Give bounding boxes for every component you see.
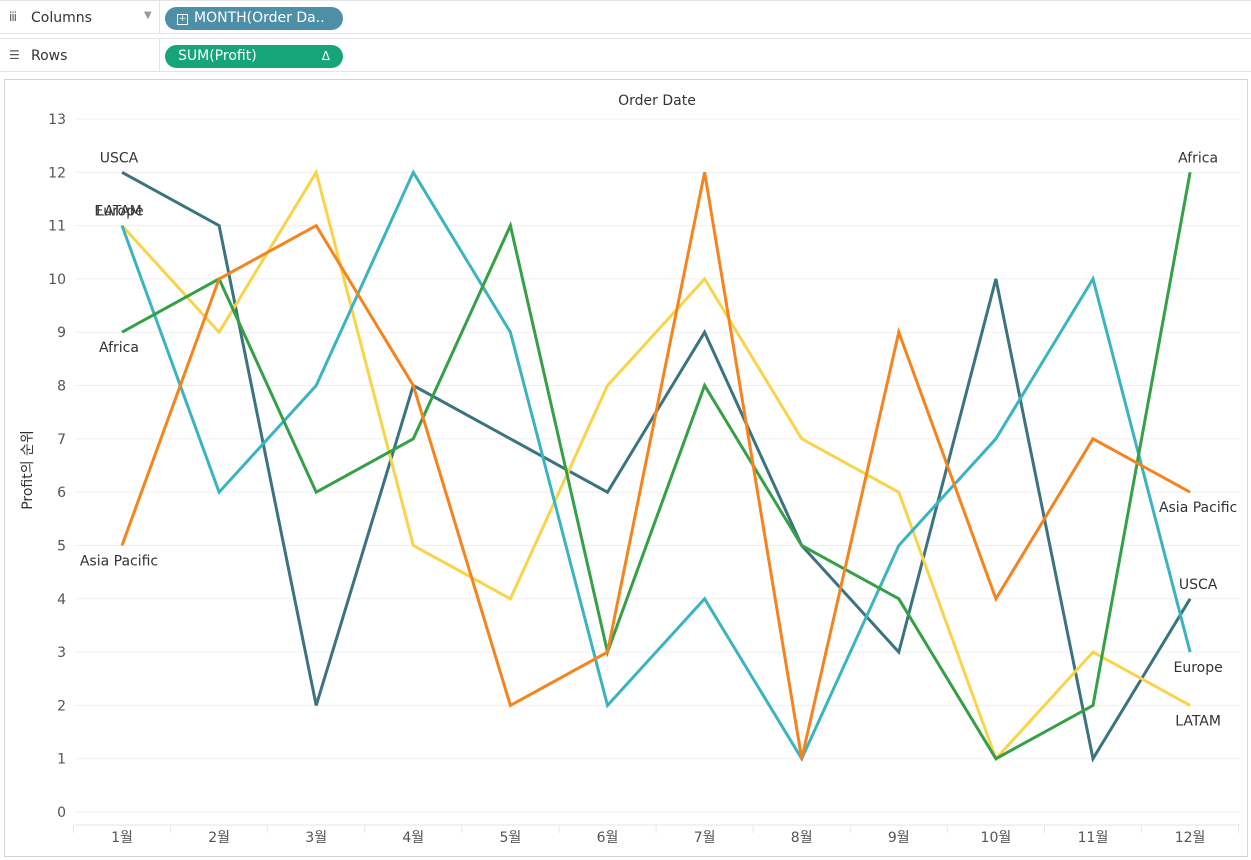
gridlines	[72, 118, 1240, 833]
y-tick-label: 7	[57, 432, 66, 448]
sum-profit-pill[interactable]: SUM(Profit) Δ	[165, 45, 343, 68]
y-tick-label: 5	[57, 538, 66, 554]
series-lines	[120, 168, 1192, 763]
series-start-label: LATAM	[96, 204, 142, 220]
x-tick-label: 12월	[1175, 830, 1206, 846]
table-calc-delta-icon: Δ	[321, 49, 330, 63]
chart-title: Order Date	[618, 93, 696, 109]
y-axis-title: Profit의 순위	[20, 430, 36, 510]
columns-label: Columns	[31, 10, 92, 26]
x-tick-label: 11월	[1078, 830, 1109, 846]
y-tick-label: 9	[57, 325, 66, 341]
y-tick-label: 11	[48, 219, 66, 235]
series-line[interactable]	[120, 169, 1192, 762]
sum-profit-pill-label: SUM(Profit)	[178, 48, 257, 64]
rows-icon: ☰	[9, 48, 20, 62]
y-tick-label: 1	[57, 752, 66, 768]
chart-area: 0 1 2 3 4 5 6 7 8 9 10 11 12 13 1월 2월 3월 4월 5월 6월 7월 8월 9월 10월 1…	[4, 79, 1248, 857]
y-tick-label: 12	[48, 165, 66, 181]
x-tick-label: 8월	[791, 830, 813, 846]
series-start-label: Asia Pacific	[80, 553, 158, 569]
x-tick-label: 7월	[694, 830, 716, 846]
series-end-label: Europe	[1173, 660, 1222, 676]
series-start-label: Africa	[99, 340, 139, 356]
x-tick-label: 2월	[208, 830, 230, 846]
x-tick-label: 3월	[305, 830, 327, 846]
rows-shelf-header[interactable]: ☰ Rows	[0, 39, 160, 72]
y-tick-label: 0	[57, 805, 66, 821]
series-line[interactable]	[121, 170, 1192, 763]
x-tick-label: 5월	[500, 830, 522, 846]
x-tick-label: 4월	[402, 830, 424, 846]
y-tick-label: 8	[57, 379, 66, 395]
expand-plus-icon[interactable]: +	[177, 14, 188, 25]
y-tick-label: 13	[48, 112, 66, 128]
y-tick-label: 4	[57, 592, 66, 608]
y-tick-label: 3	[57, 645, 66, 661]
rows-label: Rows	[31, 48, 68, 64]
month-order-date-pill-label: MONTH(Order Da..	[194, 10, 325, 26]
series-end-labels: USCAUSCALATAMLATAMEuropeEuropeAfricaAfri…	[80, 150, 1237, 729]
columns-shelf: iii Columns ▼ + MONTH(Order Da..	[0, 0, 1251, 34]
series-end-label: LATAM	[1175, 713, 1221, 729]
x-tick-label: 10월	[981, 830, 1012, 846]
x-tick-label: 6월	[597, 830, 619, 846]
series-line[interactable]	[120, 172, 1191, 760]
series-end-label: Asia Pacific	[1159, 500, 1237, 516]
series-start-label: Europe	[94, 204, 143, 220]
x-tick-label: 9월	[888, 830, 910, 846]
chevron-down-icon[interactable]: ▼	[144, 10, 152, 21]
x-tick-label: 1월	[111, 830, 133, 846]
series-line[interactable]	[120, 168, 1191, 762]
y-tick-label: 6	[57, 485, 66, 501]
series-end-label: USCA	[1179, 577, 1218, 593]
month-order-date-pill[interactable]: + MONTH(Order Da..	[165, 7, 343, 30]
columns-icon: iii	[9, 10, 17, 24]
series-end-label: Africa	[1178, 150, 1218, 166]
rows-shelf: ☰ Rows SUM(Profit) Δ	[0, 38, 1251, 72]
y-tick-label: 10	[48, 272, 66, 288]
columns-shelf-header[interactable]: iii Columns ▼	[0, 1, 160, 34]
series-start-label: USCA	[100, 150, 139, 166]
y-tick-label: 2	[57, 698, 66, 714]
series-line[interactable]	[121, 172, 1192, 761]
